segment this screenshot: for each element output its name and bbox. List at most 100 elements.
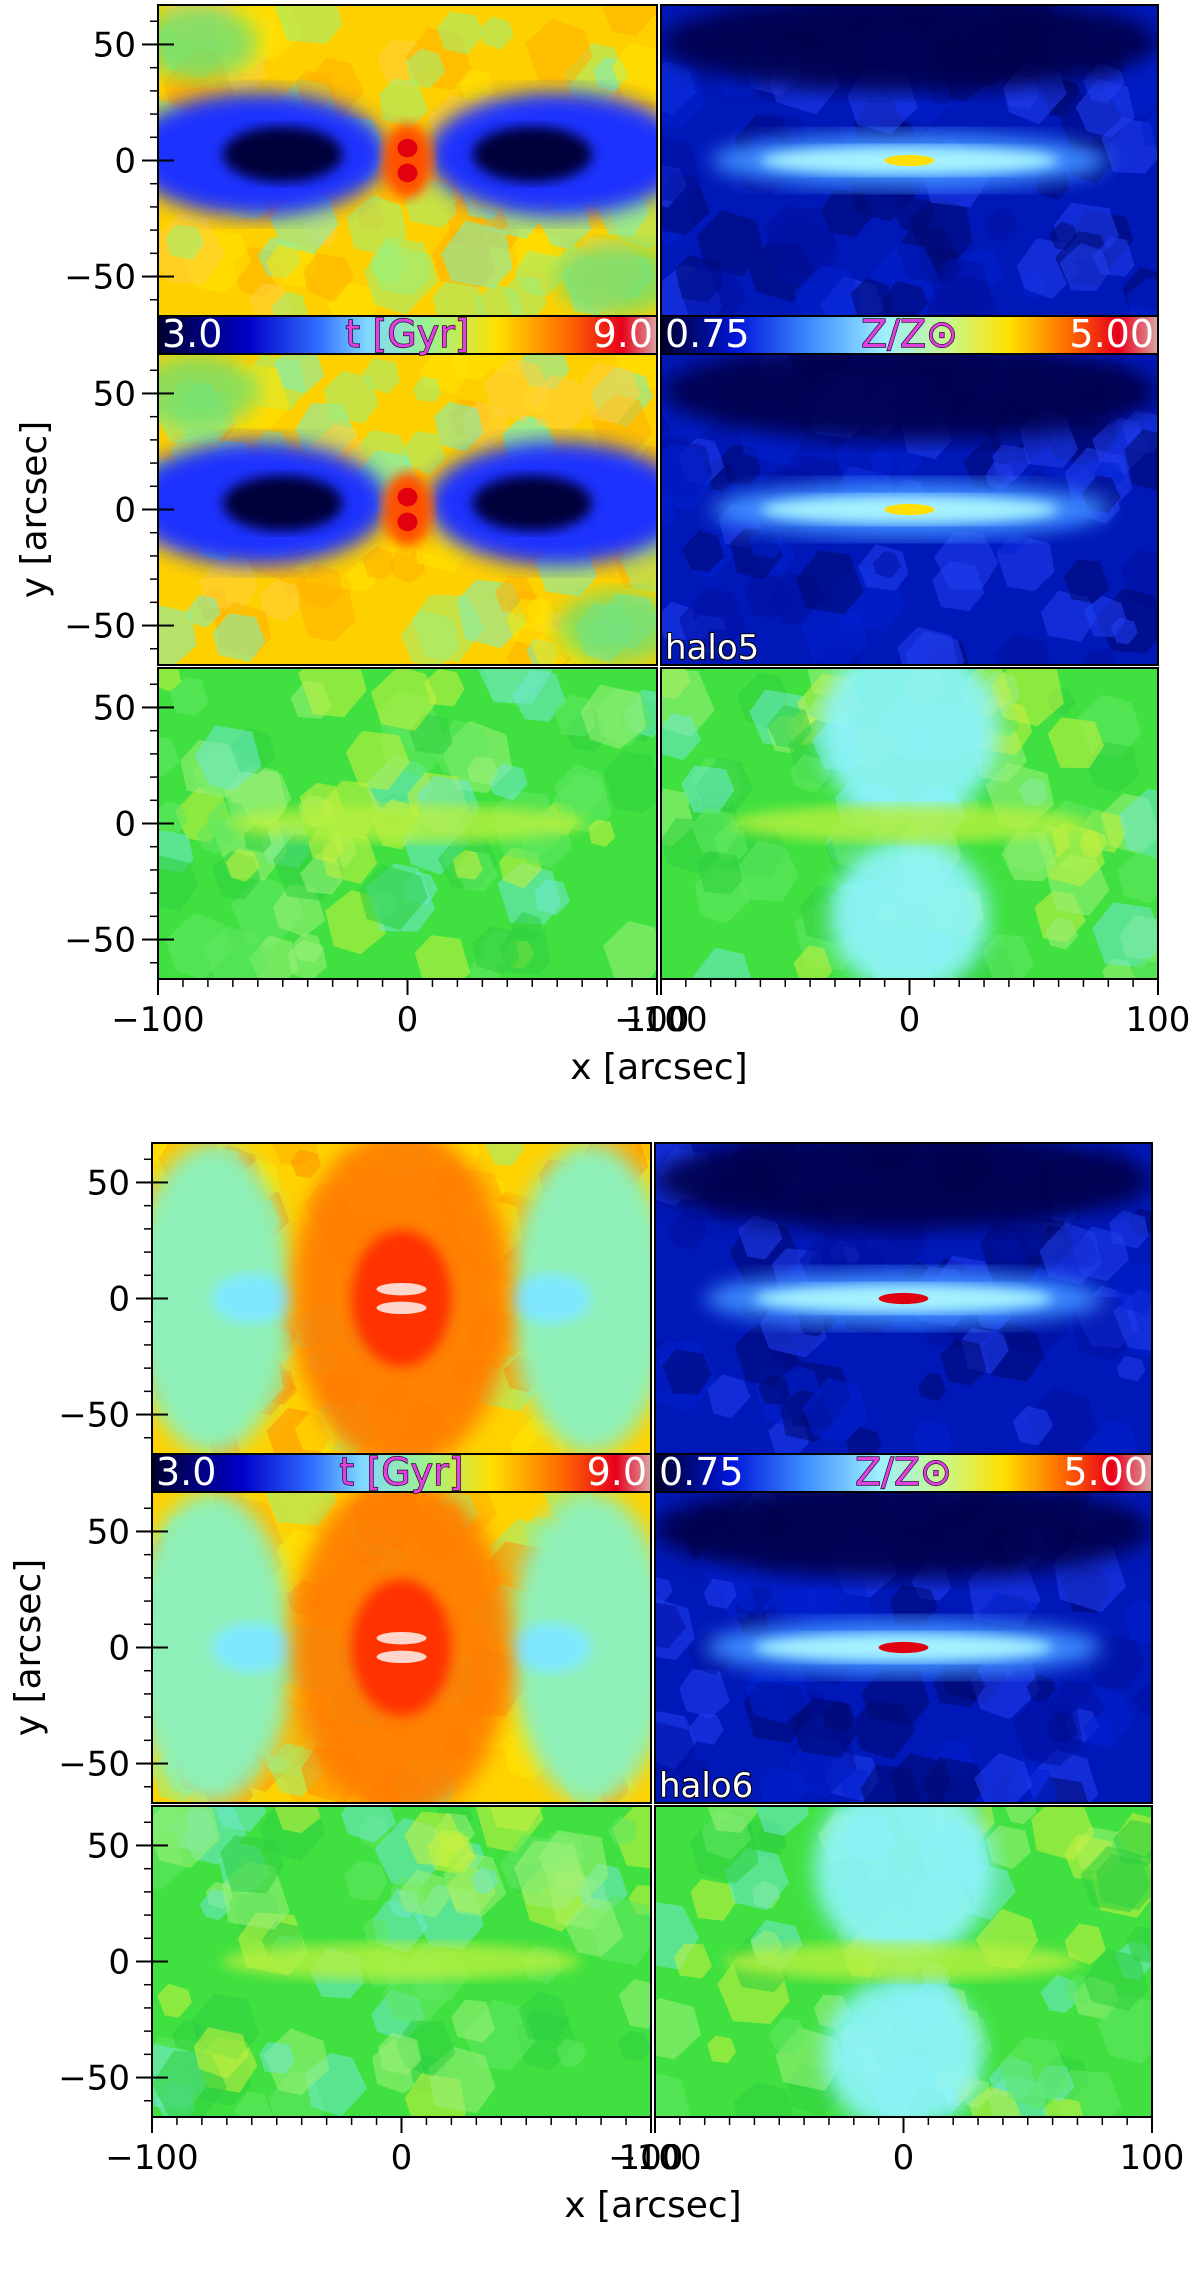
voronoi-cell: [691, 807, 740, 854]
map-blob: [227, 804, 588, 843]
voronoi-cell: [1116, 1355, 1146, 1382]
voronoi-cell: [890, 1585, 938, 1631]
voronoi-cell: [1026, 1674, 1056, 1704]
x-tick-label: 100: [1126, 1000, 1191, 1040]
voronoi-cell: [485, 1143, 525, 1166]
map-blob: [730, 804, 1089, 843]
voronoi-cell: [290, 1149, 321, 1179]
voronoi-cell: [1048, 221, 1078, 251]
voronoi-cell: [483, 357, 550, 423]
colorbar-gradient: [654, 1453, 1153, 1493]
voronoi-cell: [673, 1943, 712, 1979]
voronoi-cell: [556, 2038, 587, 2069]
voronoi-cell: [940, 1338, 987, 1386]
map-blob: [376, 1650, 427, 1664]
y-tick-label: 0: [114, 142, 136, 182]
voronoi-cell: [850, 278, 894, 316]
x-tick-label: −100: [614, 1000, 707, 1040]
y-axis-ticks: 50 0 −50: [64, 683, 174, 964]
heatmap-panel-r1-c2: [654, 1142, 1153, 1455]
voronoi-cell: [655, 1721, 697, 1781]
voronoi-cell: [1112, 1261, 1152, 1314]
heatmap-panel-r2-c1: [157, 353, 658, 666]
voronoi-cell: [618, 2030, 651, 2062]
voronoi-cell: [345, 731, 410, 791]
map-blob: [884, 503, 935, 516]
voronoi-cell: [991, 668, 1064, 727]
map-blob: [655, 1143, 1152, 1231]
voronoi-cell: [451, 1999, 496, 2043]
voronoi-cell: [1080, 1845, 1150, 1913]
voronoi-cell: [846, 1426, 882, 1454]
voronoi-cell: [1086, 741, 1139, 794]
voronoi-cell: [344, 1859, 388, 1902]
x-axis-label: x [arcsec]: [570, 1047, 747, 1088]
colorbar-gradient: [660, 315, 1159, 355]
voronoi-cell: [667, 1209, 708, 1250]
heatmap-panel-r3-c1: [157, 667, 658, 980]
voronoi-cell: [703, 1578, 737, 1609]
voronoi-cell: [401, 431, 446, 475]
map-blob: [158, 5, 258, 80]
voronoi-cell: [1083, 1948, 1149, 2011]
heatmap-content: [158, 354, 657, 665]
voronoi-cell: [488, 763, 528, 801]
voronoi-cell: [1012, 1405, 1054, 1446]
map-blob: [376, 1301, 427, 1315]
age-colorbar: 3.0 t [Gyr] 9.0: [151, 1449, 652, 1495]
voronoi-cell: [298, 668, 367, 718]
voronoi-cell: [471, 1867, 499, 1895]
voronoi-cell: [833, 433, 894, 494]
voronoi-cell: [793, 945, 833, 979]
voronoi-cell: [802, 1377, 869, 1443]
x-tick-label: 100: [625, 1000, 690, 1040]
voronoi-cell: [661, 500, 677, 527]
voronoi-cell: [554, 764, 608, 818]
voronoi-cell: [214, 1806, 267, 1832]
voronoi-cell: [437, 11, 484, 55]
voronoi-cell: [1026, 1387, 1098, 1454]
voronoi-cell: [577, 363, 641, 424]
voronoi-cell: [690, 1879, 737, 1921]
map-blob: [830, 839, 989, 979]
voronoi-cell: [1000, 2037, 1071, 2110]
voronoi-cell: [1140, 113, 1158, 148]
voronoi-cell: [1039, 1222, 1102, 1285]
voronoi-cell: [693, 947, 752, 979]
voronoi-cell: [982, 934, 1034, 979]
voronoi-cell: [733, 1566, 780, 1615]
colorbar-gradient: [157, 315, 658, 355]
voronoi-cell: [398, 1869, 451, 1918]
voronoi-cell: [1118, 788, 1158, 860]
x-axis-ticks-right: −100 0 100: [608, 2117, 1184, 2178]
voronoi-cell: [601, 5, 657, 37]
voronoi-cell: [165, 224, 205, 260]
voronoi-cell: [287, 939, 328, 979]
map-blob: [655, 1492, 1152, 1580]
voronoi-cell: [158, 668, 182, 692]
y-tick-label: 50: [87, 1512, 130, 1552]
map-blob: [472, 126, 593, 183]
y-tick-label: −50: [58, 1396, 130, 1436]
voronoi-cell: [1084, 1420, 1140, 1454]
voronoi-cell: [689, 1713, 724, 1745]
voronoi-cell: [909, 197, 973, 260]
voronoi-cell: [607, 1816, 638, 1845]
voronoi-cell: [707, 2035, 736, 2064]
map-blob: [351, 1230, 452, 1367]
y-axis-label: y [arcsec]: [8, 1559, 49, 1736]
voronoi-cell: [271, 291, 309, 316]
voronoi-cell: [1117, 850, 1158, 904]
y-tick-label: 0: [108, 1629, 130, 1669]
voronoi-cell: [157, 1983, 192, 2018]
x-tick-label: 100: [619, 2138, 684, 2178]
x-tick-label: 100: [1120, 2138, 1185, 2178]
voronoi-cell: [1045, 917, 1079, 950]
voronoi-cell: [193, 2027, 249, 2079]
y-axis-ticks: 50 0 −50: [58, 1507, 168, 1788]
voronoi-cell: [259, 2042, 295, 2074]
heatmap-panel-r2-c2: [654, 1491, 1153, 1804]
voronoi-cell: [1004, 1806, 1037, 1825]
voronoi-cell: [697, 850, 743, 895]
voronoi-cell: [707, 1374, 751, 1419]
